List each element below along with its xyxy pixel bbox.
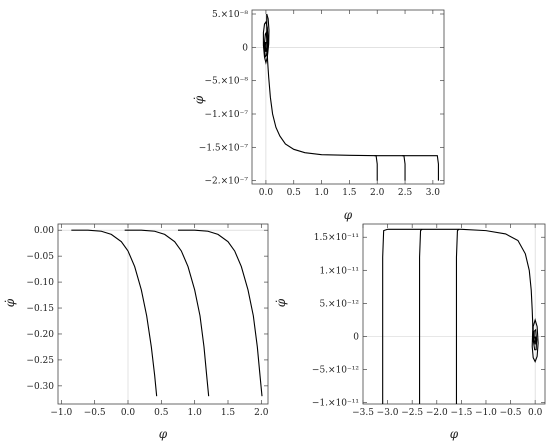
x-tick-label: 0.5	[154, 408, 169, 418]
y-tick-label: −0.30	[26, 382, 54, 392]
x-tick-label: 0.0	[528, 408, 543, 418]
series-line-4	[531, 318, 539, 364]
y-tick-label: 1.×10⁻¹¹	[319, 266, 359, 276]
chart-panel-2: −1.0 −0.5 0.0 0.5 1.0 1.5 2.0 0.00 −0.05 −0.10 −0.…	[3, 223, 269, 441]
x-tick-label: 0.0	[121, 408, 136, 418]
series-line-3	[455, 228, 460, 404]
series-line-1	[266, 14, 439, 181]
x-tick-label: −1.0	[475, 408, 497, 418]
plot-frame	[362, 223, 546, 405]
x-tick-label: −1.5	[450, 408, 472, 418]
x-tick-label: 1.5	[221, 408, 236, 418]
y-tick-label: 0	[353, 333, 359, 343]
y-tick-label: −1.×10⁻⁷	[205, 110, 249, 120]
chart-panel-3: −3.5 −3.0 −2.5 −2.0 −1.5 −1.0 −0.5 0.0 1.5×10⁻¹¹…	[274, 223, 546, 441]
x-tick-label: 0.0	[259, 188, 274, 198]
series-line-4	[262, 13, 270, 65]
y-tick-label: 5.×10⁻⁸	[212, 10, 248, 20]
y-tick-label: −0.10	[26, 278, 54, 288]
x-tick-label: 0.5	[287, 188, 302, 198]
x-tick-label: 2.5	[398, 188, 413, 198]
x-tick-label: 1.5	[342, 188, 357, 198]
x-tick-label: 2.0	[370, 188, 385, 198]
x-tick-label: 1.0	[314, 188, 329, 198]
y-tick-label: −1.×10⁻¹¹	[312, 399, 359, 409]
x-tick-label: −0.5	[84, 408, 106, 418]
y-tick-label: −5.×10⁻¹²	[312, 366, 359, 376]
x-tick-label: −3.5	[352, 408, 374, 418]
y-tick-label: 1.5×10⁻¹¹	[314, 233, 359, 243]
x-tick-label: 1.0	[188, 408, 203, 418]
y-tick-label: −1.5×10⁻⁷	[199, 143, 249, 153]
y-tick-label: 0	[242, 43, 248, 53]
y-tick-label: −0.15	[26, 304, 54, 314]
y-tick-label: 0.00	[34, 226, 54, 236]
x-axis-label: φ	[344, 208, 353, 222]
x-tick-label: 2.0	[254, 408, 269, 418]
x-axis-label: φ	[159, 427, 168, 441]
y-axis-label: φ̇	[274, 298, 288, 307]
y-tick-label: 5.×10⁻¹²	[319, 299, 359, 309]
series-line-3	[178, 229, 263, 397]
y-tick-label: −0.20	[26, 330, 54, 340]
x-axis-label: φ	[450, 427, 459, 441]
plot-frame	[251, 9, 445, 185]
x-tick-label: −0.5	[500, 408, 522, 418]
x-tick-label: −3.0	[377, 408, 399, 418]
series-line-2	[402, 155, 406, 181]
series-line-2	[124, 229, 210, 397]
x-tick-label: 3.0	[426, 188, 441, 198]
y-tick-label: −5.×10⁻⁸	[205, 77, 249, 87]
x-tick-label: −2.0	[426, 408, 448, 418]
x-tick-label: −2.5	[401, 408, 423, 418]
y-axis-label: φ̇	[3, 298, 17, 307]
series-line-3	[374, 155, 378, 181]
chart-panel-1: 0.0 0.5 1.0 1.5 2.0 2.5 3.0 5.×10⁻⁸ 0 −5.×10⁻⁸ −1.…	[192, 9, 445, 222]
series-line-2	[419, 228, 423, 404]
series-line-1	[71, 229, 158, 397]
series-line-1	[382, 228, 534, 404]
y-axis-label: φ̇	[192, 95, 206, 104]
y-tick-label: −2.×10⁻⁷	[205, 177, 249, 187]
plot-frame	[57, 223, 269, 405]
y-tick-label: −0.25	[26, 356, 54, 366]
y-tick-label: −0.05	[26, 252, 54, 262]
x-tick-label: −1.0	[50, 408, 72, 418]
